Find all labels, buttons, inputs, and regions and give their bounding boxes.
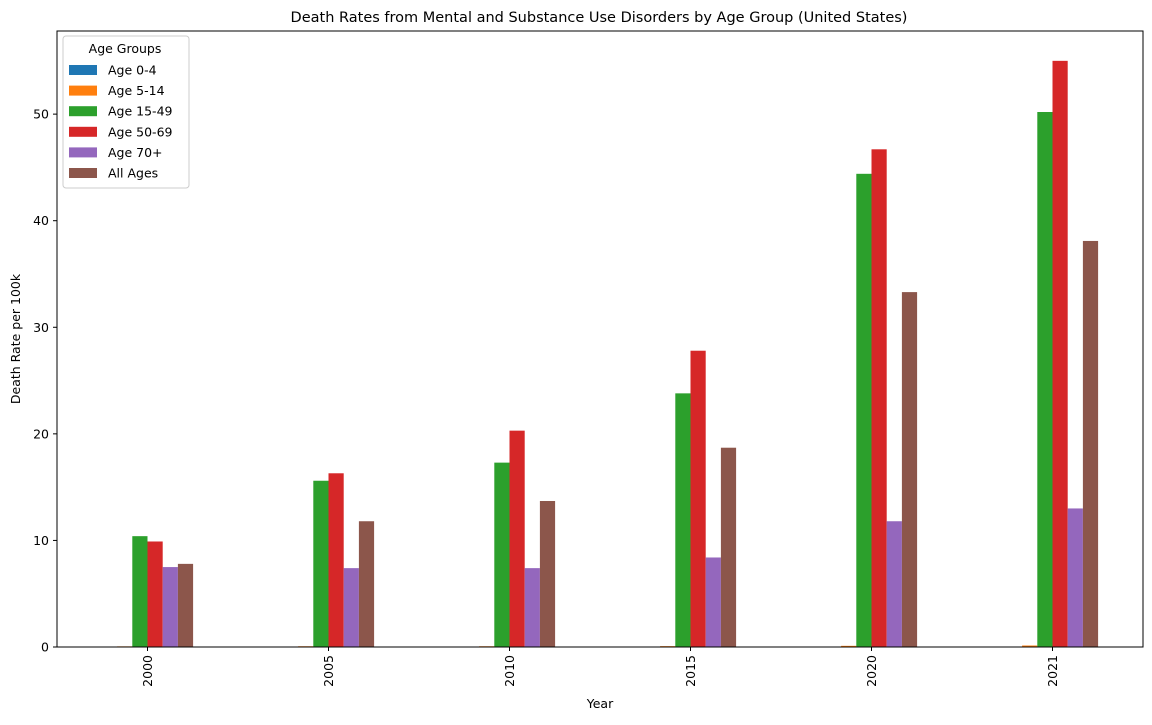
bar-age-15-49-2015 <box>675 393 690 647</box>
legend: Age Groups Age 0-4 Age 5-14 Age 15-49 Age 5… <box>63 36 189 188</box>
bar-age-50-69-2020 <box>872 149 887 647</box>
legend-label-all-ages: All Ages <box>108 166 158 181</box>
bar-age-15-49-2021 <box>1037 112 1052 647</box>
bar-all-ages-2021 <box>1083 241 1098 647</box>
legend-label-age-5-14: Age 5-14 <box>108 83 165 98</box>
x-tick-label-2021: 2021 <box>1045 655 1060 687</box>
bar-age-70--2000 <box>163 567 178 647</box>
bar-age-15-49-2000 <box>132 536 147 647</box>
bars-group <box>102 61 1098 647</box>
bar-all-ages-2010 <box>540 501 555 647</box>
bar-age-50-69-2010 <box>510 431 525 647</box>
bar-age-15-49-2005 <box>313 481 328 647</box>
bar-age-70--2015 <box>706 557 721 647</box>
y-axis: 0 10 20 30 40 50 <box>33 107 57 655</box>
legend-swatch-age-0-4 <box>69 65 97 75</box>
bar-age-15-49-2010 <box>494 463 509 647</box>
y-tick-label: 40 <box>33 213 49 228</box>
bar-age-50-69-2000 <box>148 541 163 647</box>
bar-age-15-49-2020 <box>856 174 871 647</box>
y-tick-label: 10 <box>33 533 49 548</box>
y-tick-label: 0 <box>41 640 49 655</box>
x-tick-label-2015: 2015 <box>683 655 698 687</box>
legend-swatch-all-ages <box>69 168 97 178</box>
legend-label-age-50-69: Age 50-69 <box>108 124 173 139</box>
bar-all-ages-2015 <box>721 448 736 647</box>
x-tick-label-2020: 2020 <box>864 655 879 687</box>
x-tick-label-2005: 2005 <box>321 655 336 687</box>
y-tick-label: 30 <box>33 320 49 335</box>
y-axis-label: Death Rate per 100k <box>8 273 23 404</box>
legend-label-age-70-: Age 70+ <box>108 145 163 160</box>
x-axis: 2000 2005 2010 2015 2020 2021 <box>140 647 1060 687</box>
bar-age-50-69-2005 <box>329 473 344 647</box>
bar-age-50-69-2021 <box>1053 61 1068 647</box>
legend-swatch-age-15-49 <box>69 106 97 116</box>
bar-age-70--2020 <box>887 521 902 647</box>
bar-age-70--2021 <box>1068 508 1083 647</box>
bar-all-ages-2005 <box>359 521 374 647</box>
plot-frame <box>57 31 1143 647</box>
y-tick-label: 20 <box>33 426 49 441</box>
bar-age-70--2010 <box>525 568 540 647</box>
bar-all-ages-2000 <box>178 564 193 647</box>
legend-title: Age Groups <box>89 41 162 56</box>
x-axis-label: Year <box>586 696 614 711</box>
bar-age-70--2005 <box>344 568 359 647</box>
x-tick-label-2000: 2000 <box>140 655 155 687</box>
bar-all-ages-2020 <box>902 292 917 647</box>
legend-label-age-15-49: Age 15-49 <box>108 104 173 119</box>
chart-title: Death Rates from Mental and Substance Us… <box>291 10 908 26</box>
x-tick-label-2010: 2010 <box>502 655 517 687</box>
legend-swatch-age-5-14 <box>69 86 97 96</box>
legend-swatch-age-50-69 <box>69 127 97 137</box>
bar-age-50-69-2015 <box>691 351 706 647</box>
y-tick-label: 50 <box>33 107 49 122</box>
legend-swatch-age-70- <box>69 147 97 157</box>
legend-label-age-0-4: Age 0-4 <box>108 63 157 78</box>
